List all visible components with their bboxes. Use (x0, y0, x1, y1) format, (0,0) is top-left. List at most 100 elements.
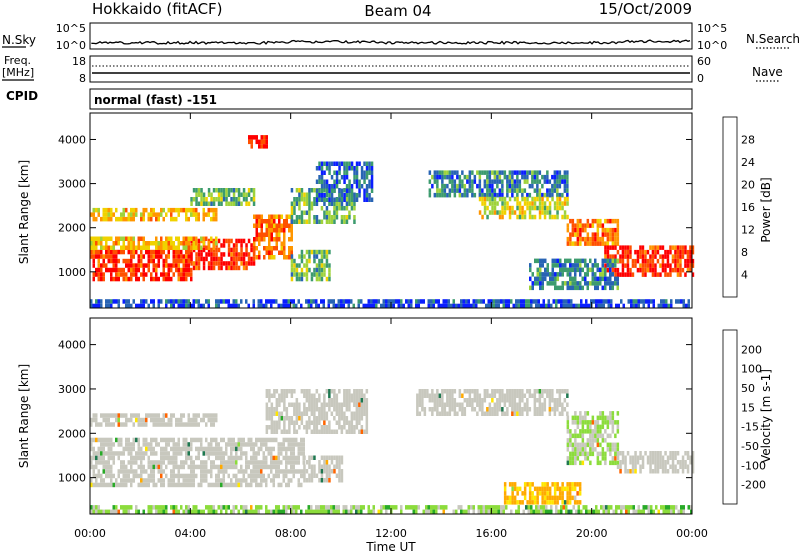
heatmap-cell (200, 509, 203, 515)
heatmap-cell (172, 299, 175, 304)
heatmap-cell (438, 402, 442, 407)
heatmap-cell (448, 407, 452, 412)
freq-label-1: Freq. (4, 54, 31, 67)
heatmap-cell (676, 460, 680, 465)
heatmap-cell (651, 267, 655, 273)
heatmap-cell (250, 188, 253, 193)
heatmap-cell (572, 303, 575, 309)
heatmap-cell (303, 425, 306, 430)
heatmap-cell (270, 393, 274, 398)
heatmap-cell (333, 170, 336, 175)
heatmap-cell (330, 215, 334, 220)
heatmap-cell (681, 460, 685, 465)
heatmap-cell (345, 215, 349, 220)
heatmap-cell (609, 460, 612, 466)
heatmap-cell (267, 446, 270, 452)
heatmap-cell (487, 299, 490, 304)
heatmap-cell (95, 207, 98, 213)
heatmap-cell (255, 437, 258, 443)
heatmap-cell (222, 437, 225, 443)
heatmap-cell (242, 197, 246, 202)
heatmap-cell (551, 482, 554, 487)
heatmap-cell (632, 303, 635, 309)
heatmap-cell (508, 183, 512, 189)
heatmap-cell (634, 249, 637, 255)
heatmap-cell (621, 451, 625, 456)
heatmap-cell (315, 402, 319, 407)
heatmap-cell (538, 411, 542, 416)
heatmap-cell (105, 509, 108, 515)
heatmap-cell (303, 393, 306, 398)
heatmap-cell (310, 299, 313, 304)
heatmap-cell (192, 460, 195, 465)
heatmap-cell (275, 407, 279, 412)
heatmap-cell (220, 446, 223, 452)
heatmap-cell (275, 402, 279, 407)
heatmap-cell (441, 402, 444, 407)
heatmap-cell (556, 258, 559, 264)
heatmap-cell (187, 241, 190, 246)
heatmap-cell (187, 478, 190, 483)
heatmap-cell (273, 219, 276, 224)
heatmap-cell (585, 505, 588, 510)
heatmap-cell (207, 261, 211, 266)
heatmap-cell (145, 417, 148, 423)
heatmap-cell (112, 422, 115, 427)
heatmap-cell (175, 216, 178, 222)
heatmap-cell (558, 192, 562, 198)
heatmap-cell (651, 254, 655, 259)
heatmap-cell (417, 303, 420, 309)
heatmap-cell (247, 256, 251, 262)
heatmap-cell (581, 236, 585, 242)
heatmap-cell (187, 303, 190, 309)
heatmap-cell (360, 170, 364, 175)
heatmap-cell (122, 451, 125, 456)
heatmap-cell (328, 398, 331, 403)
heatmap-cell (105, 417, 108, 423)
heatmap-cell (475, 299, 478, 304)
heatmap-cell (405, 299, 408, 304)
heatmap-cell (210, 473, 213, 479)
heatmap-cell (140, 451, 143, 456)
heatmap-cell (531, 183, 534, 189)
heatmap-cell (352, 505, 355, 510)
heatmap-cell (432, 299, 435, 304)
heatmap-cell (689, 258, 692, 264)
nave-label: Nave (752, 65, 783, 79)
heatmap-cell (115, 509, 118, 515)
heatmap-cell (152, 469, 155, 474)
heatmap-cell (295, 407, 299, 412)
heatmap-cell (467, 509, 470, 515)
heatmap-cell (539, 263, 542, 268)
heatmap-cell (493, 188, 497, 193)
heatmap-cell (492, 509, 495, 515)
heatmap-cell (298, 272, 301, 277)
heatmap-cell (275, 411, 279, 416)
heatmap-cell (325, 197, 329, 202)
heatmap-cell (230, 261, 233, 266)
heatmap-cell (664, 464, 667, 469)
heatmap-cell (631, 258, 635, 264)
heatmap-cell (293, 389, 296, 394)
heatmap-cell (507, 299, 510, 304)
heatmap-cell (437, 299, 440, 304)
heatmap-cell (460, 505, 463, 510)
heatmap-cell (107, 254, 110, 259)
heatmap-cell (523, 393, 527, 398)
heatmap-cell (546, 500, 549, 505)
heatmap-cell (140, 446, 143, 452)
heatmap-cell (210, 460, 213, 465)
heatmap-cell (362, 505, 365, 510)
colorbar-tick-label: 12 (741, 224, 755, 237)
heatmap-cell (212, 413, 215, 418)
heatmap-cell (431, 407, 434, 412)
heatmap-cell (466, 398, 469, 403)
heatmap-cell (102, 236, 105, 241)
heatmap-cell (258, 223, 261, 228)
heatmap-cell (569, 438, 572, 443)
heatmap-cell (691, 460, 695, 465)
heatmap-cell (200, 473, 203, 479)
heatmap-cell (112, 249, 115, 255)
heatmap-cell (604, 272, 607, 277)
heatmap-cell (313, 219, 316, 224)
